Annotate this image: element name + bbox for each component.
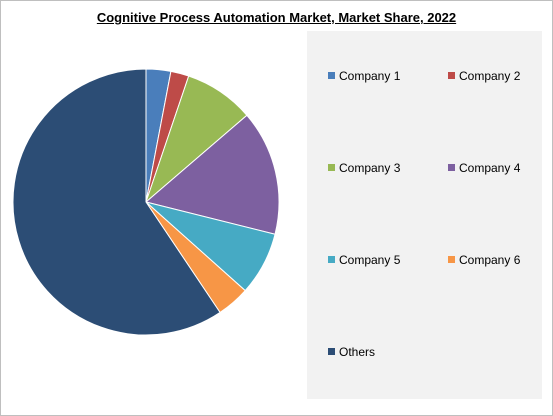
- legend-item-others: Others: [328, 345, 375, 359]
- legend-swatch: [328, 72, 335, 79]
- legend-label: Company 6: [459, 253, 521, 267]
- legend-label: Company 5: [339, 253, 401, 267]
- legend-label: Company 2: [459, 69, 521, 83]
- legend-swatch: [328, 348, 335, 355]
- pie-slice-others: [12, 68, 221, 336]
- legend-label: Company 3: [339, 161, 401, 175]
- legend-item-company-5: Company 5: [328, 253, 400, 267]
- legend-item-company-2: Company 2: [448, 69, 520, 83]
- legend-swatch: [448, 256, 455, 263]
- legend-swatch: [328, 164, 335, 171]
- legend-swatch: [448, 164, 455, 171]
- pie-slice-company-4: [144, 114, 280, 235]
- legend-label: Company 1: [339, 69, 401, 83]
- legend-item-company-1: Company 1: [328, 69, 400, 83]
- legend-label: Company 4: [459, 161, 521, 175]
- legend-label: Others: [339, 345, 376, 359]
- chart-title: Cognitive Process Automation Market, Mar…: [96, 10, 457, 25]
- pie-slices: [12, 68, 280, 336]
- legend-item-company-6: Company 6: [448, 253, 520, 267]
- legend-item-company-3: Company 3: [328, 161, 400, 175]
- legend-swatch: [328, 256, 335, 263]
- legend-item-company-4: Company 4: [448, 161, 520, 175]
- legend-swatch: [448, 72, 455, 79]
- legend: Company 1 Company 2 Company 3 Company 4 …: [307, 31, 542, 399]
